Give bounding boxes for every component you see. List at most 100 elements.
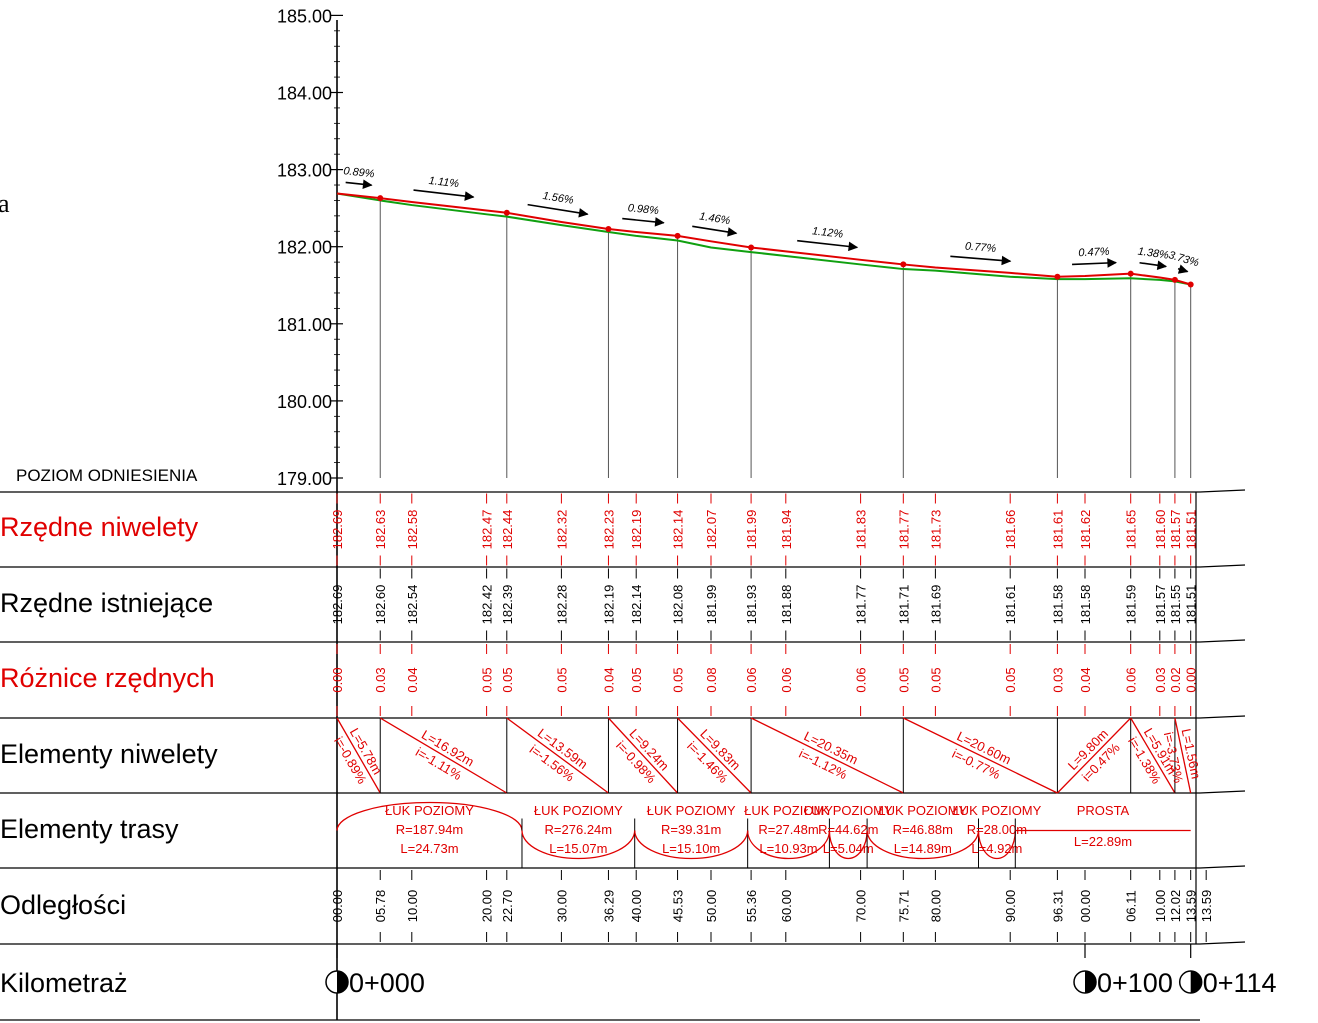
elevation-difference-value: 0.06 [779,667,794,692]
design-elevation-value: 181.60 [1153,510,1168,550]
grade-arrow [345,179,373,190]
y-tick-label: 185.00 [277,6,332,26]
existing-elevation-value: 181.55 [1168,585,1183,625]
route-arc [828,830,868,860]
grade-arrow [950,255,1012,266]
chainage-label: 0+000 [349,968,425,998]
grade-arrow [622,217,665,227]
elevation-difference-value: 0.05 [554,667,569,692]
row-label-chainage: Kilometraż [0,968,128,998]
design-vertex [674,232,681,239]
grade-diagonal [1056,717,1132,794]
route-radius: R=187.94m [396,822,464,837]
route-type: ŁUK POZIOMY [952,803,1041,818]
design-elevation-value: 182.07 [704,510,719,550]
grade-diagonal [607,717,679,794]
y-axis: 185.00 184.00 183.00 182.00 181.00 180.00 179.… [277,6,343,489]
grade-arrow [413,189,475,201]
design-line [336,192,1194,288]
design-elevation-value: 181.57 [1168,510,1183,550]
row-label-route-elements: Elementy trasy [0,814,179,844]
y-tick-label: 183.00 [277,161,332,181]
chainage-marker-fill [1190,971,1202,993]
grade-diagonal [677,717,752,794]
chainage-marker-fill [1085,971,1096,993]
design-elevation-value: 181.65 [1124,510,1139,550]
grade-arrow [797,239,859,252]
grade-label: 0.98% [627,202,659,217]
route-length: L=14.89m [894,841,952,856]
distance-value: 10.00 [1153,890,1168,923]
route-radius: R=276.24m [545,822,613,837]
elevation-difference-value: 0.03 [373,667,388,692]
existing-elevation-value: 181.59 [1124,585,1139,625]
grade-arrow [692,225,738,237]
table-rule-tail [1199,489,1246,493]
design-polyline [336,192,1191,286]
design-elevation-value: 182.58 [405,510,420,550]
existing-elevation-value: 182.60 [373,585,388,625]
elevation-difference-value: 0.04 [1078,667,1093,692]
y-tick-label: 179.00 [277,469,332,489]
grade-arrow [1072,258,1118,268]
route-length: L=22.89m [1074,834,1132,849]
design-elevation-value: 182.47 [480,510,495,550]
grade-label: 1.11% [428,175,460,190]
table-rule-tail [1199,941,1246,945]
design-vertex [503,209,510,216]
distance-value: 20.00 [480,890,495,923]
existing-elevation-value: 181.58 [1050,585,1065,625]
grade-arrows: 0.89% 1.11% 1.56% 0.98% 1.46% 1.12% 0.77% 0.47%… [343,165,1201,274]
design-vertex [605,225,612,232]
distance-value: 22.70 [500,890,515,923]
distance-value: 55.36 [744,890,759,923]
section-tag: a [0,189,10,218]
distance-value: 13.59 [1199,890,1214,923]
distance-value: 50.00 [704,890,719,923]
distance-value: 90.00 [1003,890,1018,923]
distance-value: 40.00 [629,890,644,923]
route-arc [521,830,636,860]
existing-elevation-value: 182.08 [671,585,686,625]
existing-elevation-value: 181.57 [1153,585,1168,625]
elevation-difference-value: 0.05 [500,667,515,692]
existing-elevation-value: 182.19 [601,585,616,625]
grade-label: 1.12% [811,225,844,240]
existing-elevation-value: 181.51 [1184,585,1199,625]
grade-diagonal [506,717,609,794]
existing-elevation-value: 181.58 [1078,585,1093,625]
elevation-difference-value: 0.03 [1050,667,1065,692]
route-type: ŁUK POZIOMY [385,803,474,818]
distance-value: 12.02 [1168,890,1183,923]
y-tick-label: 181.00 [277,315,332,335]
grade-label: 1.56% [542,190,575,207]
grade-arrow [1139,260,1168,271]
route-type: ŁUK POZIOMY [534,803,623,818]
distance-value: 96.31 [1050,890,1065,923]
distance-value: 30.00 [554,890,569,923]
design-elevation-value: 182.63 [373,510,388,550]
terrain-line [336,192,1191,286]
grade-diagonal [903,717,1058,794]
distance-value: 00.00 [1078,890,1093,923]
elevation-difference-value: 0.08 [704,667,719,692]
route-radius: R=39.31m [661,822,721,837]
design-elevation-value: 182.32 [554,510,569,550]
grade-diagonal [750,717,904,794]
chainage-label: 0+114 [1203,968,1277,998]
design-elevation-value: 181.66 [1003,510,1018,550]
band-values: 182.69 182.69 0.00 00.00 182.63 182.60 0.03 05.… [325,493,1277,998]
grade-diagonal [1174,717,1192,794]
grade-label: 1.46% [698,211,731,228]
route-length: L=24.73m [400,841,458,856]
grade-label: 1.38% [1137,246,1170,262]
elevation-difference-value: 0.05 [480,667,495,692]
row-label-design-elevations: Rzędne niwelety [0,512,199,542]
elevation-difference-value: 0.05 [1003,667,1018,692]
table-rule-tail [1199,790,1246,794]
route-type: PROSTA [1077,803,1130,818]
elevation-difference-value: 0.05 [629,667,644,692]
route-length: L=4.92m [971,841,1022,856]
table-rule-tail [1199,715,1246,719]
y-tick-label: 180.00 [277,392,332,412]
